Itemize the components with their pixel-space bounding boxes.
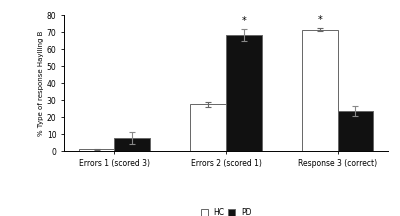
Bar bbox=[114, 138, 150, 151]
Y-axis label: % Type of response Haylling B: % Type of response Haylling B bbox=[38, 30, 44, 136]
Bar bbox=[226, 35, 262, 151]
Legend: HC, PD: HC, PD bbox=[199, 207, 253, 216]
Bar bbox=[338, 111, 373, 151]
Bar bbox=[190, 104, 226, 151]
Text: *: * bbox=[317, 15, 322, 25]
Text: *: * bbox=[242, 16, 246, 26]
Bar bbox=[302, 30, 338, 151]
Bar bbox=[79, 149, 114, 151]
